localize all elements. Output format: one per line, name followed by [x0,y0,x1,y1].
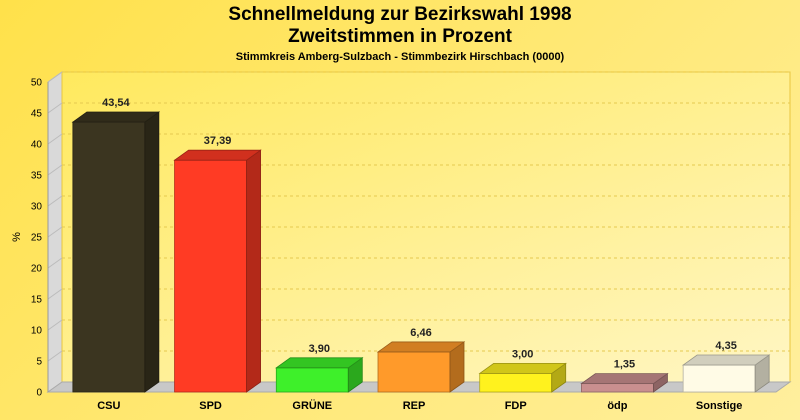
y-tick-label: 40 [31,140,43,151]
bar [173,149,262,393]
gridline-side [47,288,63,300]
y-tick-label: 35 [31,171,43,182]
bar-front [581,383,654,393]
bar-value-label: 37,39 [204,135,232,147]
y-tick-label: 20 [31,264,43,275]
gridline-side [47,226,63,238]
y-tick-label: 10 [31,326,43,337]
bar [275,357,364,393]
gridline-side [47,71,63,83]
bar [681,354,771,393]
gridline-side [47,133,63,145]
bar-front [275,367,349,393]
bar-top [580,373,669,385]
bar-value-label: 1,35 [614,359,635,371]
y-tick-label: 5 [36,357,42,368]
bar [478,362,567,393]
bar-top [478,362,567,374]
y-axis-ticks: 0 5 10 15 20 25 30 35 40 45 50 [31,78,49,399]
bar-value-label: 3,90 [309,343,330,355]
gridline-side [47,350,63,362]
gridline-side [47,257,63,269]
chart-subtitle: Zweitstimmen in Prozent [288,26,512,47]
bar-side [246,149,261,393]
bar-value-label: 6,46 [410,327,431,339]
y-tick-label: 15 [31,295,43,306]
bar-top [275,357,364,369]
x-tick-label: FDP [505,400,527,412]
y-axis-label: % [11,232,23,242]
bar [71,111,161,393]
bar-value-label: 4,35 [715,340,736,352]
x-tick-label: CSU [97,400,120,412]
bar-value-label: 3,00 [512,348,533,360]
gridline-side [47,319,63,331]
bars: 43,54 37,39 3,90 6,46 3,00 1,35 4,35 [71,97,771,393]
bar-top [71,111,161,123]
y-tick-label: 45 [31,109,43,120]
chart-title-block: Schnellmeldung zur Bezirkswahl 1998 Zwei… [0,4,800,64]
y-tick-label: 25 [31,233,43,244]
bar [580,372,669,393]
x-tick-label: REP [403,400,426,412]
gridline-side [47,102,63,114]
bar-front [682,364,756,393]
x-tick-label: Sonstige [696,400,742,412]
bar-front [174,159,247,393]
bar-side [144,111,160,393]
x-tick-label: ödp [607,400,627,412]
chart-caption: Stimmkreis Amberg-Sulzbach - Stimmbezirk… [235,51,565,63]
gridline-side [47,164,63,176]
bar-value-label: 43,54 [102,97,130,109]
bar-front [377,351,451,393]
bar [376,341,466,393]
bar-top [376,341,466,353]
category-labels: CSU SPD GRÜNE REP FDP ödp Sonstige [97,399,742,412]
gridline-side [47,195,63,207]
y-tick-label: 30 [31,202,43,213]
bar-front [72,121,146,393]
y-tick-label: 50 [31,78,43,89]
x-tick-label: SPD [199,400,222,412]
y-tick-label: 0 [36,388,42,399]
bar-front [479,372,553,393]
bar-top [681,354,771,366]
chart-title: Schnellmeldung zur Bezirkswahl 1998 [228,4,572,25]
x-tick-label: GRÜNE [292,399,332,412]
bar-top [173,149,262,161]
